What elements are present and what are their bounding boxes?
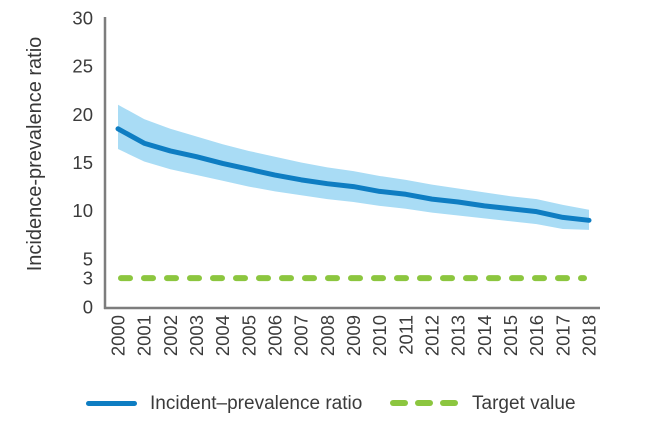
x-tick-label: 2007: [291, 315, 312, 356]
x-tick-label: 2017: [552, 315, 573, 356]
x-tick-label: 2005: [238, 315, 259, 356]
x-tick-label: 2012: [422, 315, 443, 356]
x-tick-label: 2015: [500, 315, 521, 356]
x-tick-label: 2006: [265, 315, 286, 356]
y-tick-label: 15: [72, 152, 93, 173]
x-tick-label: 2009: [343, 315, 364, 356]
x-tick-label: 2013: [448, 315, 469, 356]
incidence-prevalence-line: [115, 126, 592, 223]
y-tick-label: 30: [72, 8, 93, 29]
y-tick-label: 10: [72, 200, 93, 221]
y-axis-title: Incidence-prevalence ratio: [24, 36, 46, 272]
legend-label-target-value: Target value: [472, 393, 576, 414]
x-tick-label: 2000: [108, 315, 129, 356]
x-tick-label: 2004: [212, 315, 233, 356]
y-tick-label: 3: [83, 268, 93, 289]
y-tick-label: 5: [83, 248, 93, 269]
x-tick-label: 2003: [186, 315, 207, 356]
x-tick-label: 2010: [369, 315, 390, 356]
x-tick-label: 2001: [134, 315, 155, 356]
x-tick-label: 2018: [579, 315, 600, 356]
x-tick-label: 2016: [526, 315, 547, 356]
y-tick-label: 0: [83, 297, 93, 318]
x-tick-label: 2008: [317, 315, 338, 356]
legend-dash-swatch: [390, 400, 458, 406]
y-tick-label: 20: [72, 104, 93, 125]
plot-area: 0 35 10 15 20 25 30 2000 2001 2002 2003 2004 2005 200…: [72, 8, 600, 356]
x-tick-label: 2002: [160, 315, 181, 356]
x-tick-label: 2011: [395, 315, 416, 355]
y-tick-label: 25: [72, 56, 93, 77]
legend-label-incident-prevalence-ratio: Incident–prevalence ratio: [150, 393, 363, 414]
legend-line-swatch: [86, 401, 137, 406]
confidence-band: [118, 104, 589, 230]
x-tick-label: 2014: [474, 315, 495, 356]
